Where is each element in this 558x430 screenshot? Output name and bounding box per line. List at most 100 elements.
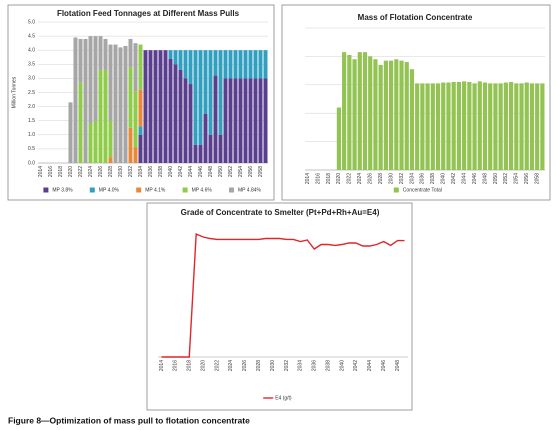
x-tick-label: 2022 [78, 166, 84, 177]
y-tick-label: 3.5 [28, 62, 35, 68]
legend-label: MP 3.8% [52, 187, 73, 193]
bar [133, 43, 138, 92]
bar [446, 82, 451, 170]
bar [213, 50, 218, 76]
x-tick-label: 2016 [48, 166, 54, 177]
x-tick-label: 2022 [347, 173, 353, 184]
x-tick-label: 2056 [248, 166, 254, 177]
x-tick-label: 2054 [238, 166, 244, 177]
bar [203, 113, 208, 163]
x-tick-label: 2042 [178, 166, 184, 177]
legend-swatch [393, 187, 399, 193]
x-tick-label: 2026 [242, 360, 248, 371]
bar [399, 60, 404, 170]
x-tick-label: 2026 [98, 166, 104, 177]
bar [509, 81, 514, 170]
bar [263, 50, 268, 79]
chart-title: Mass of Flotation Concentrate [358, 13, 473, 22]
bar [430, 83, 435, 170]
bar [138, 89, 143, 127]
bar [488, 83, 493, 170]
x-tick-label: 2034 [409, 173, 415, 184]
x-tick-label: 2032 [399, 173, 405, 184]
x-tick-label: 2018 [326, 173, 332, 184]
bar [524, 82, 529, 170]
bar [128, 38, 133, 68]
y-tick-label: 4.5 [28, 33, 35, 39]
bar [138, 134, 143, 163]
bar [404, 62, 409, 170]
bar [103, 38, 108, 70]
x-tick-label: 2058 [535, 173, 541, 184]
bar [378, 64, 383, 170]
x-tick-label: 2030 [118, 166, 124, 177]
y-tick-label: 3.0 [28, 76, 35, 82]
legend-label: MP 4.1% [145, 187, 166, 193]
x-tick-label: 2050 [493, 173, 499, 184]
bar [362, 52, 368, 170]
x-tick-label: 2042 [451, 173, 457, 184]
bar [108, 44, 113, 121]
x-tick-label: 2018 [187, 360, 193, 371]
x-tick-label: 2030 [270, 360, 276, 371]
x-tick-label: 2034 [298, 360, 304, 371]
x-tick-label: 2052 [503, 173, 509, 184]
line [161, 232, 405, 358]
x-tick-label: 2016 [173, 360, 179, 371]
x-tick-label: 2014 [305, 173, 311, 184]
legend-swatch [182, 187, 188, 193]
x-tick-label: 2020 [200, 360, 206, 371]
bar [218, 50, 223, 135]
bar [188, 50, 193, 85]
x-tick-label: 2054 [514, 173, 520, 184]
legend-swatch [43, 187, 49, 193]
bar [342, 52, 347, 170]
bar [243, 78, 248, 163]
legend-swatch [136, 187, 142, 193]
bar [108, 120, 113, 158]
bar [173, 50, 178, 65]
legend-swatch [89, 187, 95, 193]
bar [493, 83, 498, 170]
bar [477, 81, 482, 170]
bar [88, 36, 93, 124]
bar [228, 78, 233, 163]
bar [394, 59, 399, 170]
x-tick-label: 2020 [336, 173, 342, 184]
x-tick-label: 2024 [228, 360, 234, 371]
chart-frame [146, 202, 413, 411]
bar [238, 50, 243, 79]
bar [253, 78, 258, 163]
x-tick-label: 2032 [128, 166, 134, 177]
bar [535, 83, 540, 170]
caption: Figure 8—Optimization of mass pull to fl… [8, 415, 250, 425]
bar [462, 81, 467, 170]
legend-swatch [229, 187, 234, 193]
bar [133, 91, 138, 148]
x-tick-label: 2036 [420, 173, 426, 184]
bar [193, 50, 198, 145]
bar [218, 134, 223, 163]
bar [123, 45, 128, 163]
bar [228, 50, 233, 79]
bar [163, 50, 168, 164]
bar [208, 134, 213, 163]
bar [183, 78, 188, 163]
x-tick-label: 2038 [158, 166, 164, 177]
legend-label: MP 4.0% [99, 187, 120, 193]
bar [253, 50, 258, 79]
bar [529, 83, 535, 170]
bar [198, 50, 203, 145]
bar [168, 50, 173, 59]
bar [83, 38, 88, 163]
bar [203, 50, 208, 114]
bar [233, 78, 238, 163]
bar [73, 37, 78, 164]
bar [93, 36, 98, 121]
x-tick-label: 2028 [108, 166, 114, 177]
x-tick-label: 2040 [339, 360, 345, 371]
x-tick-label: 2022 [214, 360, 220, 371]
x-tick-label: 2032 [284, 360, 290, 371]
bar [482, 82, 488, 170]
bar [128, 127, 133, 163]
